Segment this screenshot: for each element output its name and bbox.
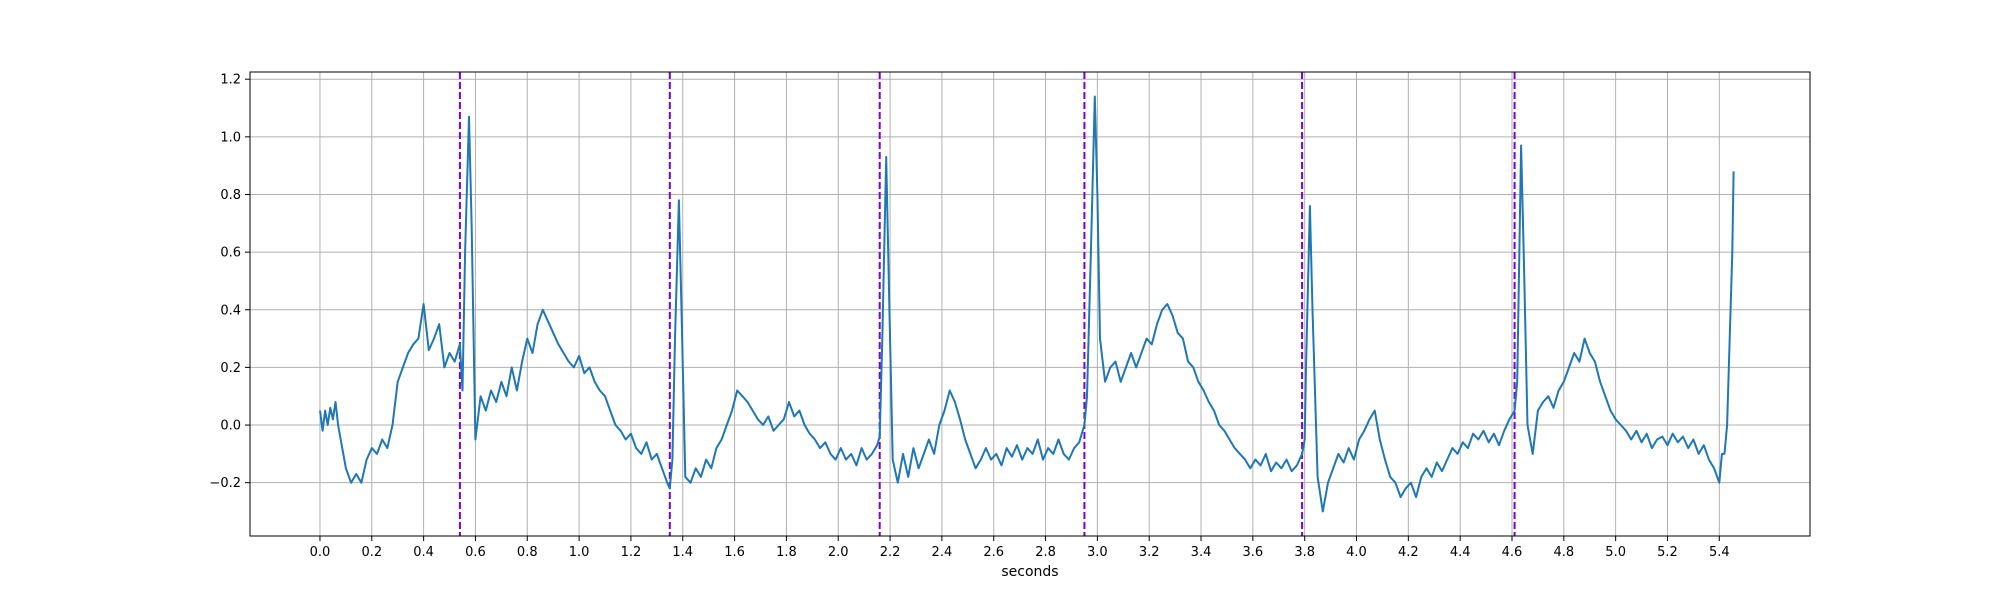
- x-tick-label: 5.4: [1709, 545, 1730, 560]
- series-layer: [319, 95, 1735, 513]
- x-tick-label: 3.6: [1243, 545, 1264, 560]
- x-tick-label: 2.2: [880, 545, 901, 560]
- r-peak-markers: [458, 72, 1516, 536]
- x-tick-label: 3.8: [1294, 545, 1315, 560]
- x-tick-label: 3.4: [1191, 545, 1212, 560]
- x-tick-label: 5.0: [1605, 545, 1626, 560]
- x-tick-label: 1.8: [776, 545, 797, 560]
- x-tick-label: 2.8: [1035, 545, 1056, 560]
- x-tick-label: 1.4: [672, 545, 693, 560]
- x-tick-label: 4.8: [1553, 545, 1574, 560]
- x-tick-label: 2.6: [983, 545, 1004, 560]
- y-axis-ticks: −0.2 0.0 0.2 0.4 0.6 0.8 1.0 1.2: [209, 73, 250, 491]
- y-tick-label: 0.4: [220, 303, 241, 318]
- x-tick-label: 4.6: [1502, 545, 1523, 560]
- x-tick-label: 1.6: [724, 545, 745, 560]
- y-tick-label: 0.6: [220, 246, 241, 261]
- y-tick-label: 1.2: [220, 73, 241, 88]
- x-tick-label: 0.8: [517, 545, 538, 560]
- x-tick-label: 1.2: [621, 545, 642, 560]
- x-tick-label: 4.4: [1450, 545, 1471, 560]
- x-tick-label: 4.0: [1346, 545, 1367, 560]
- y-tick-label: 0.8: [220, 188, 241, 203]
- x-tick-label: 5.2: [1657, 545, 1678, 560]
- x-tick-label: 2.0: [828, 545, 849, 560]
- x-tick-label: 0.0: [310, 545, 331, 560]
- signal-line: [319, 95, 1735, 513]
- y-tick-label: 0.0: [220, 419, 241, 434]
- x-tick-label: 1.0: [569, 545, 590, 560]
- x-tick-label: 3.2: [1139, 545, 1160, 560]
- y-tick-label: 0.2: [220, 361, 241, 376]
- x-tick-label: 3.0: [1087, 545, 1108, 560]
- x-tick-label: 4.2: [1398, 545, 1419, 560]
- y-tick-label: 1.0: [220, 130, 241, 145]
- x-axis-ticks: 0.0 0.2 0.4 0.6 0.8 1.0 1.2 1.4 1.6 1.8 2.0 2.2 2.4 2…: [310, 536, 1730, 560]
- x-tick-label: 0.4: [413, 545, 434, 560]
- y-tick-label: −0.2: [209, 476, 241, 491]
- x-axis-label: seconds: [1001, 564, 1058, 580]
- x-tick-label: 0.6: [465, 545, 486, 560]
- x-tick-label: 2.4: [932, 545, 953, 560]
- grid-layer: [250, 72, 1810, 536]
- plot-frame: [249, 71, 1811, 537]
- x-tick-label: 0.2: [361, 545, 382, 560]
